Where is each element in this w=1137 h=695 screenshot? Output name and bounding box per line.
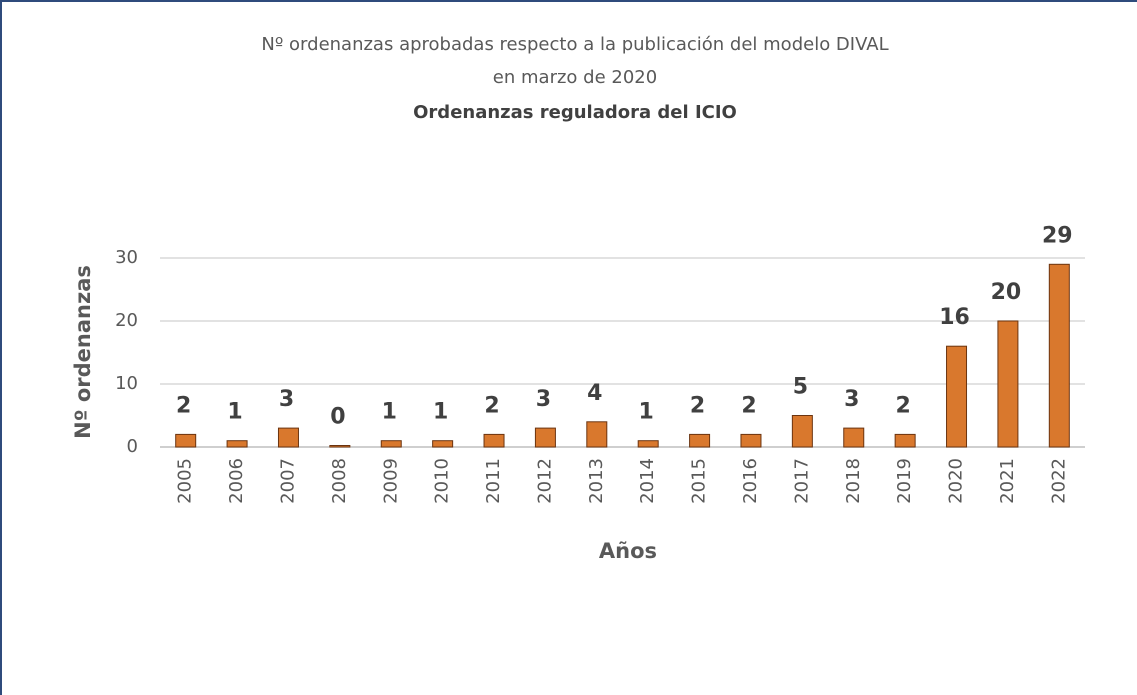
x-tick-label: 2020 (946, 458, 967, 504)
data-label: 3 (536, 387, 551, 412)
data-label: 2 (484, 393, 499, 418)
bar (843, 427, 865, 448)
x-axis-label: Años (599, 539, 657, 563)
y-axis-label: Nº ordenanzas (71, 265, 95, 439)
data-label: 20 (991, 280, 1022, 305)
y-tick-label: 10 (115, 373, 138, 394)
bar (637, 440, 659, 448)
data-label: 2 (690, 393, 705, 418)
bar (483, 433, 505, 448)
data-label: 16 (939, 305, 970, 330)
x-tick-label: 2013 (586, 458, 607, 504)
data-label: 0 (330, 405, 345, 430)
bar (329, 445, 351, 448)
data-label: 1 (382, 400, 397, 425)
x-tick-label: 2016 (740, 458, 761, 504)
x-tick-label: 2011 (483, 458, 504, 504)
data-label: 29 (1042, 223, 1073, 248)
data-label: 3 (279, 387, 294, 412)
data-label: 3 (844, 387, 859, 412)
data-label: 5 (793, 375, 808, 400)
bar (175, 433, 197, 448)
chart-title: en marzo de 2020 (493, 67, 657, 88)
bar (946, 345, 968, 448)
x-tick-label: 2014 (637, 458, 658, 504)
chart-subtitle: Ordenanzas reguladora del ICIO (413, 102, 737, 123)
bar (432, 440, 454, 448)
data-label: 4 (587, 381, 602, 406)
x-tick-label: 2018 (843, 458, 864, 504)
bar (534, 427, 556, 448)
x-tick-label: 2005 (175, 458, 196, 504)
data-label: 1 (227, 400, 242, 425)
chart-title: Nº ordenanzas aprobadas respecto a la pu… (261, 34, 888, 55)
data-label: 2 (176, 393, 191, 418)
data-label: 2 (741, 393, 756, 418)
bar (689, 433, 711, 448)
x-tick-label: 2019 (894, 458, 915, 504)
bar (277, 427, 299, 448)
x-tick-label: 2007 (277, 458, 298, 504)
x-tick-label: 2010 (432, 458, 453, 504)
x-tick-label: 2015 (689, 458, 710, 504)
y-tick-label: 20 (115, 310, 138, 331)
data-label: 1 (433, 400, 448, 425)
y-tick-label: 30 (115, 247, 138, 268)
x-tick-label: 2021 (997, 458, 1018, 504)
x-tick-label: 2017 (791, 458, 812, 504)
data-label: 1 (639, 400, 654, 425)
bar (740, 433, 762, 448)
data-label: 2 (895, 393, 910, 418)
bar (997, 320, 1019, 448)
bar (1048, 263, 1070, 448)
bar (586, 421, 608, 448)
x-tick-label: 2009 (380, 458, 401, 504)
x-tick-label: 2022 (1048, 458, 1069, 504)
bar (894, 433, 916, 448)
x-tick-label: 2008 (329, 458, 350, 504)
x-tick-label: 2006 (226, 458, 247, 504)
bar (380, 440, 402, 448)
bar (791, 415, 813, 448)
x-tick-label: 2012 (534, 458, 555, 504)
y-tick-label: 0 (127, 436, 138, 457)
bar (226, 440, 248, 448)
